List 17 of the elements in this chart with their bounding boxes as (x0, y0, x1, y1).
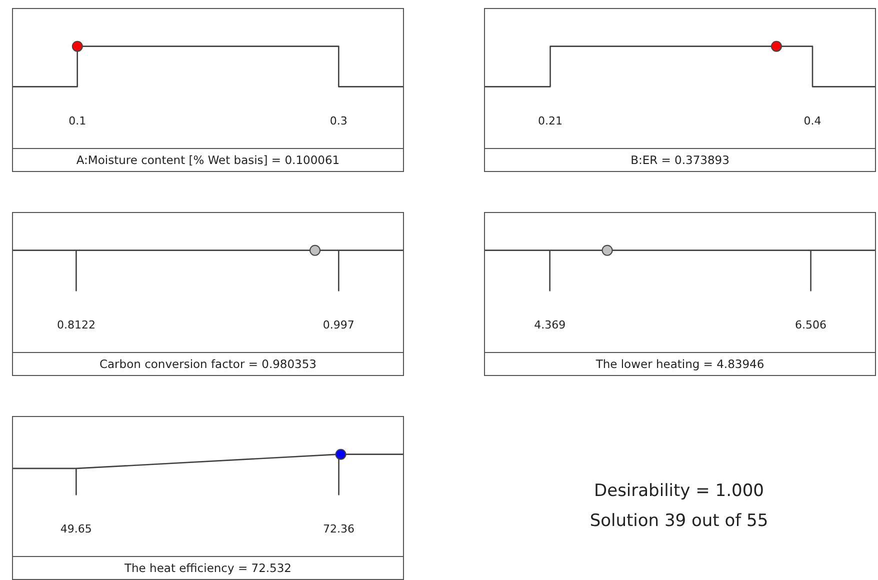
x-axis-title: The lower heating = 4.83946 (484, 352, 876, 376)
x-tick-label: 0.4 (804, 114, 822, 128)
x-tick-label: 0.8122 (56, 318, 96, 332)
x-axis-title: B:ER = 0.373893 (484, 148, 876, 172)
x-tick-label: 72.36 (323, 522, 355, 536)
x-tick-label: 49.65 (60, 522, 92, 536)
x-tick-label: 0.21 (538, 114, 563, 128)
text: Solution 39 out of 55 (588, 510, 770, 533)
x-tick-label: 4.369 (534, 318, 566, 332)
x-axis-title: A:Moisture content [% Wet basis] = 0.100061 (12, 148, 404, 172)
x-tick-label: 6.506 (795, 318, 827, 332)
x-tick-label: 0.3 (330, 114, 348, 128)
x-tick-label: 0.1 (68, 114, 86, 128)
x-axis-title: The heat efficiency = 72.532 (12, 556, 404, 580)
x-tick-label: 0.997 (322, 318, 354, 332)
text: Desirability = 1.000 (593, 480, 765, 503)
x-axis-title: Carbon conversion factor = 0.980353 (12, 352, 404, 376)
